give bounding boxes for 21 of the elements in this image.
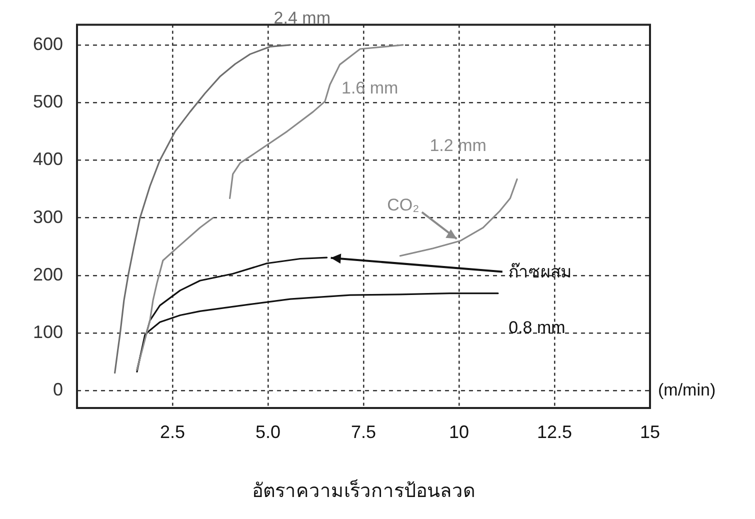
y-tick-label: 0 — [52, 380, 63, 400]
series-label: 1.6 mm — [342, 78, 398, 98]
y-tick-label: 400 — [32, 149, 63, 170]
x-tick-label: 5.0 — [255, 422, 281, 442]
x-tick-label: 7.5 — [350, 422, 376, 442]
series-label: 2.4 mm — [274, 8, 330, 28]
x-tick-label: 12.5 — [536, 422, 572, 442]
y-tick-label: 100 — [32, 322, 63, 342]
y-tick-label: 200 — [32, 264, 63, 284]
text: ก๊าซผสม — [508, 262, 572, 282]
y-tick-label: 300 — [32, 206, 63, 227]
text: 1.2 mm — [430, 136, 486, 155]
y-tick-label: 600 — [32, 34, 63, 54]
y-tick-label: 500 — [32, 92, 63, 112]
x-tick-label: 2.5 — [160, 422, 186, 442]
annotation: CO₂ — [387, 196, 420, 215]
text: (m/min) — [658, 380, 716, 400]
x-axis-title: อัตราความเร็วการป้อนลวด — [252, 478, 475, 502]
series-label: 0.8 mm — [508, 318, 566, 338]
x-tick-label: 15 — [640, 422, 660, 442]
x-tick-label: 10 — [448, 422, 470, 442]
